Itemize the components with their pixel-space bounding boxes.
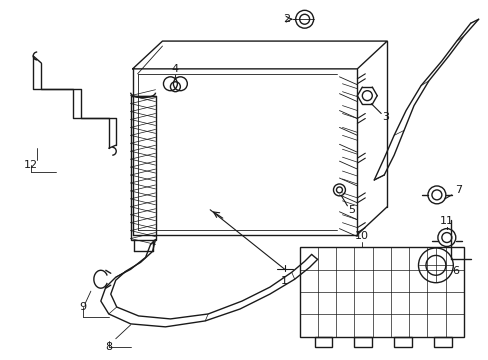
Text: 4: 4 bbox=[171, 64, 179, 74]
Bar bbox=[433, 337, 451, 347]
Text: 11: 11 bbox=[439, 216, 453, 226]
Bar bbox=[130, 96, 155, 239]
Bar bbox=[314, 337, 332, 347]
Bar bbox=[299, 247, 463, 337]
Text: 1: 1 bbox=[281, 276, 288, 286]
Bar bbox=[393, 337, 411, 347]
Bar bbox=[354, 337, 371, 347]
Text: 12: 12 bbox=[24, 160, 38, 170]
Text: 5: 5 bbox=[347, 205, 354, 215]
Text: 2: 2 bbox=[283, 14, 290, 24]
Text: 10: 10 bbox=[354, 230, 368, 240]
Text: 8: 8 bbox=[105, 342, 112, 352]
Text: 7: 7 bbox=[454, 185, 461, 195]
Text: 6: 6 bbox=[451, 266, 458, 276]
Text: 9: 9 bbox=[79, 302, 86, 312]
Text: 3: 3 bbox=[381, 112, 388, 122]
